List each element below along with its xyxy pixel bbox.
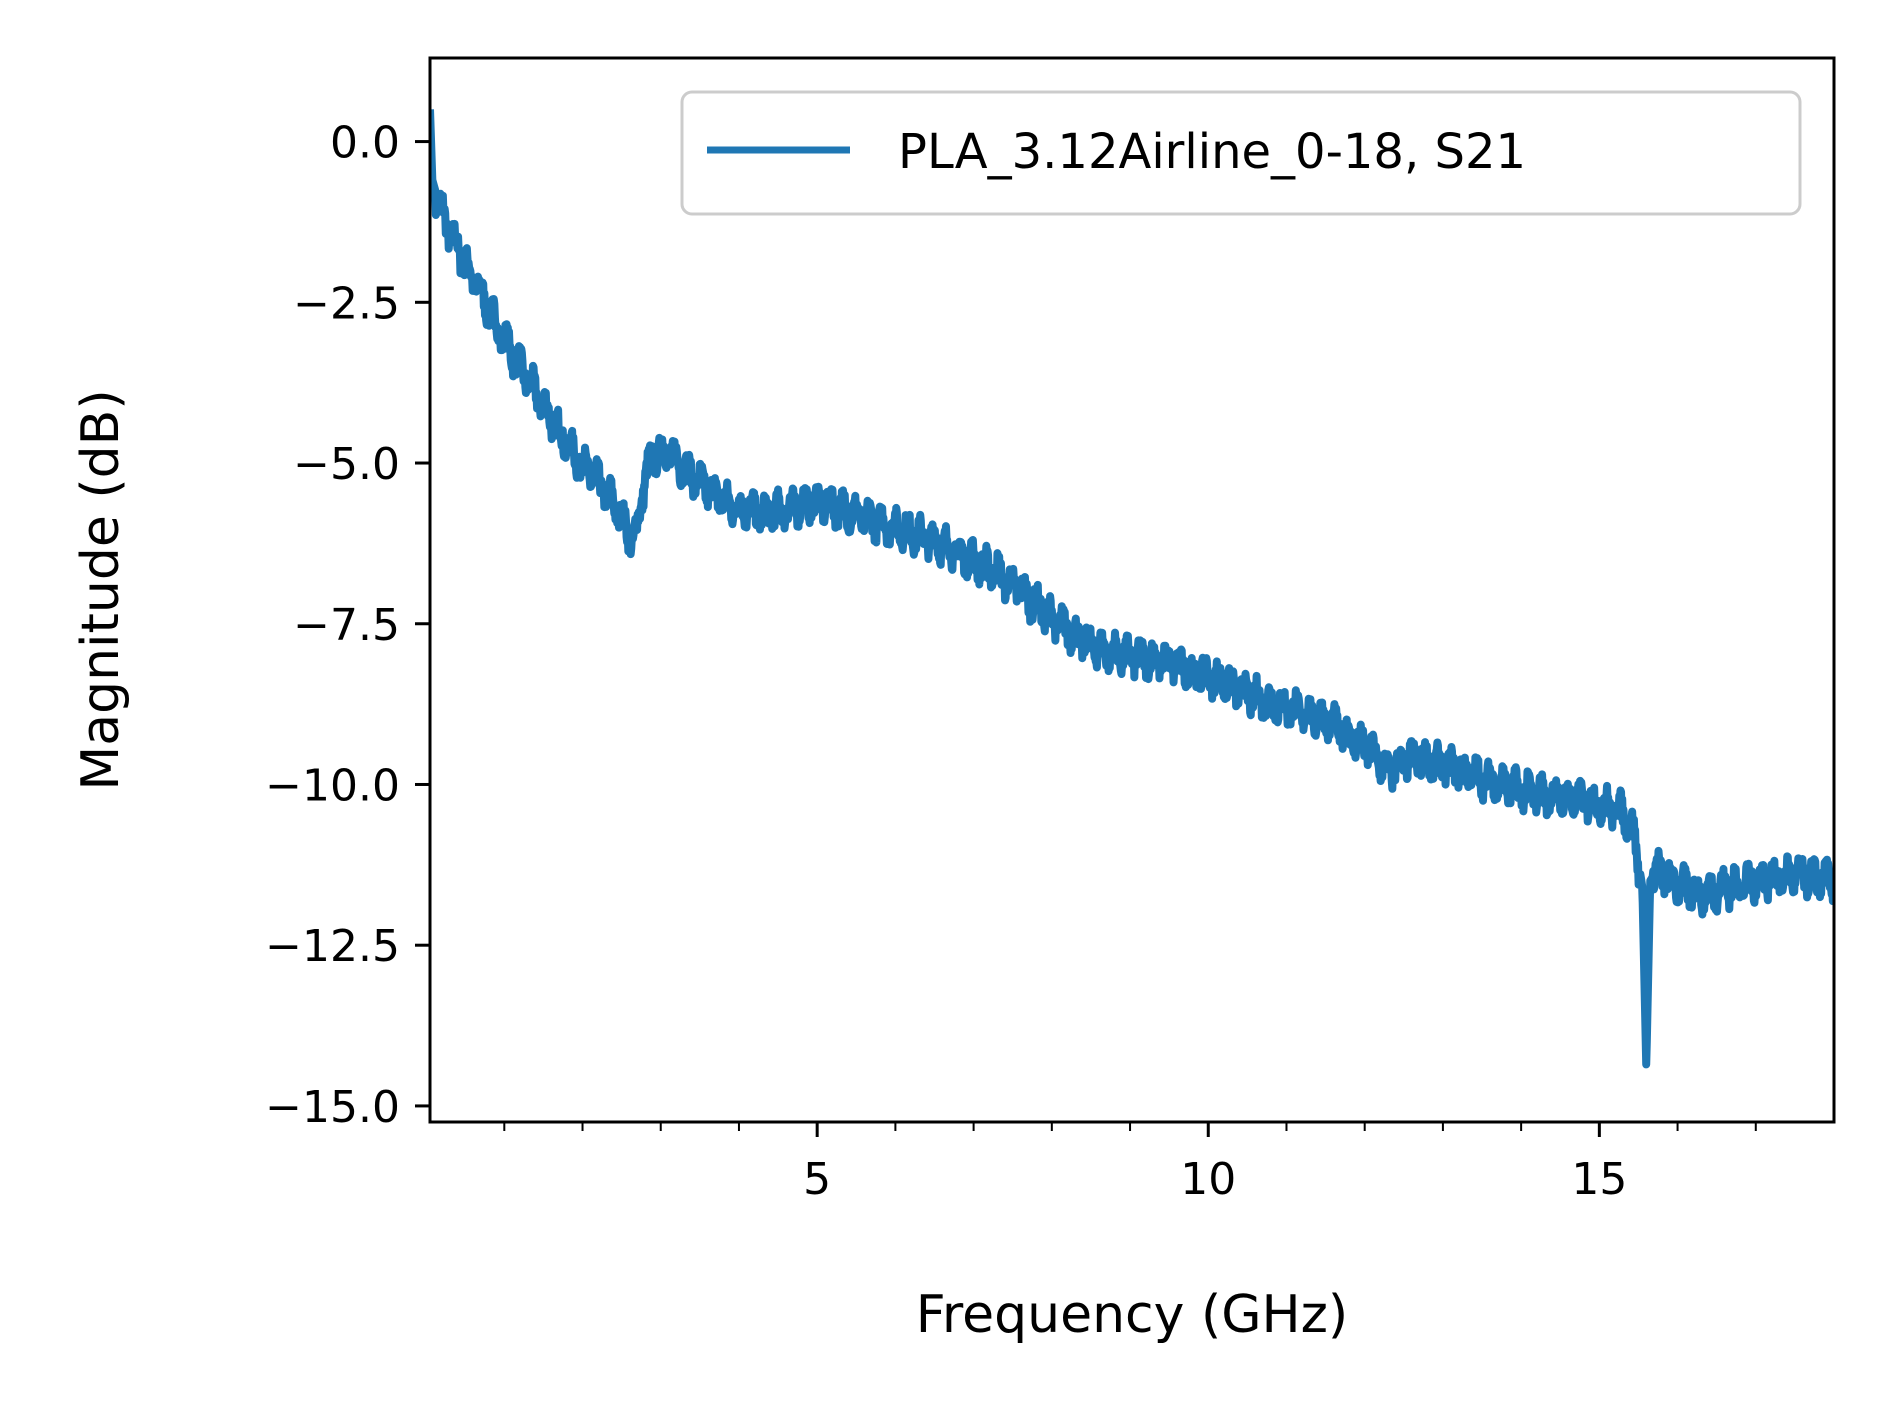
legend-box bbox=[680, 90, 1802, 216]
series-line bbox=[430, 109, 1834, 1069]
y-tick-label: 0.0 bbox=[330, 118, 400, 169]
x-axis: 5 10 15 bbox=[503, 1122, 1757, 1205]
y-tick-label: −15.0 bbox=[265, 1082, 400, 1133]
plot-frame bbox=[428, 56, 1836, 1124]
y-tick-label: −7.5 bbox=[293, 600, 400, 651]
x-tick-label: 10 bbox=[1180, 1154, 1236, 1205]
legend: PLA_3.12Airline_0-18, S21 bbox=[680, 90, 1802, 216]
y-axis-label: Magnitude (dB) bbox=[71, 389, 131, 790]
legend-entry-label: PLA_3.12Airline_0-18, S21 bbox=[898, 124, 1526, 180]
y-axis: 0.0 −2.5 −5.0 −7.5 −10.0 −12.5 −15.0 bbox=[265, 118, 430, 1133]
x-tick-label: 5 bbox=[803, 1154, 831, 1205]
y-tick-label: −5.0 bbox=[293, 439, 400, 490]
series-layer bbox=[430, 109, 1834, 1069]
y-tick-label: −10.0 bbox=[265, 760, 400, 811]
y-tick-label: −12.5 bbox=[265, 921, 400, 972]
x-tick-label: 15 bbox=[1571, 1154, 1627, 1205]
y-tick-label: −2.5 bbox=[293, 278, 400, 329]
x-axis-label: Frequency (GHz) bbox=[916, 1285, 1348, 1345]
